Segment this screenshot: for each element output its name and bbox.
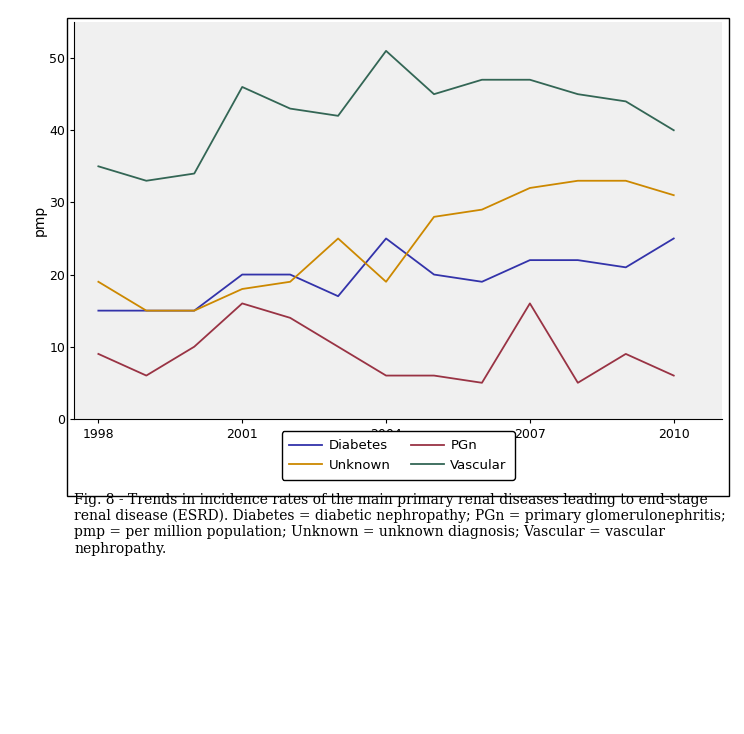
- PGn: [94, 349, 103, 358]
- PGn: [574, 379, 583, 388]
- Legend: Diabetes, Unknown, PGn, Vascular: Diabetes, Unknown, PGn, Vascular: [281, 432, 515, 480]
- Unknown: [190, 306, 199, 315]
- Unknown: [574, 176, 583, 185]
- Vascular: [574, 90, 583, 98]
- Line: Unknown: Unknown: [98, 181, 674, 310]
- Unknown: [670, 191, 679, 200]
- PGn: [190, 342, 199, 351]
- Diabetes: [478, 277, 487, 286]
- Unknown: [478, 206, 487, 214]
- Vascular: [382, 46, 391, 55]
- PGn: [333, 342, 342, 351]
- Diabetes: [333, 292, 342, 301]
- Vascular: [525, 76, 534, 84]
- Vascular: [286, 104, 295, 113]
- Unknown: [333, 234, 342, 243]
- PGn: [478, 379, 487, 388]
- Unknown: [94, 277, 103, 286]
- Vascular: [478, 76, 487, 84]
- Y-axis label: pmp: pmp: [33, 205, 47, 236]
- PGn: [286, 313, 295, 322]
- Vascular: [333, 112, 342, 120]
- Unknown: [238, 285, 247, 294]
- PGn: [525, 299, 534, 308]
- Vascular: [142, 176, 151, 185]
- PGn: [621, 349, 630, 358]
- Vascular: [238, 82, 247, 91]
- PGn: [142, 371, 151, 380]
- Diabetes: [382, 234, 391, 243]
- Diabetes: [574, 255, 583, 264]
- X-axis label: year: year: [382, 445, 414, 459]
- Diabetes: [670, 234, 679, 243]
- PGn: [429, 371, 438, 380]
- Unknown: [621, 176, 630, 185]
- Diabetes: [429, 270, 438, 279]
- PGn: [238, 299, 247, 308]
- Vascular: [94, 162, 103, 171]
- Vascular: [621, 97, 630, 106]
- Unknown: [382, 277, 391, 286]
- Diabetes: [286, 270, 295, 279]
- Diabetes: [525, 255, 534, 264]
- PGn: [382, 371, 391, 380]
- Text: Fig. 8 - Trends in incidence rates of the main primary renal diseases leading to: Fig. 8 - Trends in incidence rates of th…: [74, 493, 726, 556]
- Unknown: [142, 306, 151, 315]
- Diabetes: [190, 306, 199, 315]
- Diabetes: [621, 263, 630, 272]
- Diabetes: [238, 270, 247, 279]
- Vascular: [670, 126, 679, 134]
- Unknown: [525, 184, 534, 192]
- Vascular: [190, 169, 199, 178]
- Vascular: [429, 90, 438, 98]
- Diabetes: [142, 306, 151, 315]
- Line: PGn: PGn: [98, 303, 674, 383]
- Line: Vascular: Vascular: [98, 51, 674, 181]
- Unknown: [286, 277, 295, 286]
- Unknown: [429, 212, 438, 221]
- Line: Diabetes: Diabetes: [98, 239, 674, 310]
- Diabetes: [94, 306, 103, 315]
- PGn: [670, 371, 679, 380]
